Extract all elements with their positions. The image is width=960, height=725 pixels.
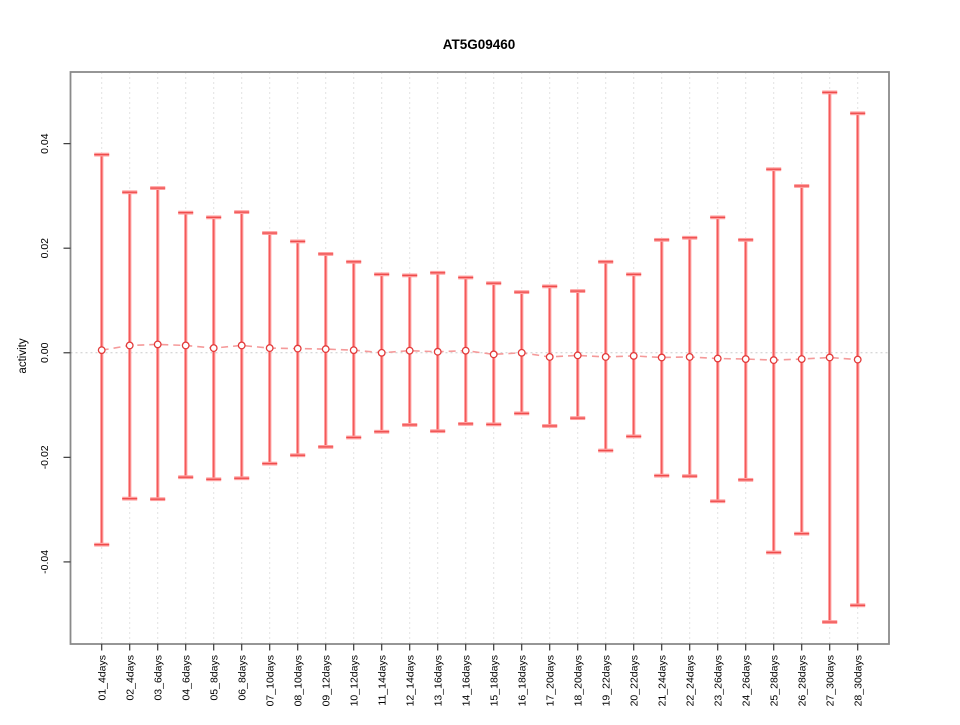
data-point [517,348,526,357]
x-tick-label: 01_4days [97,655,109,701]
x-tick-label: 26_28days [797,655,809,706]
x-tick-label: 18_20days [573,655,585,706]
x-tick-label: 19_22days [601,655,613,706]
y-tick-label: -0.02 [39,445,51,469]
x-tick-label: 16_18days [517,655,529,706]
connector-layer [101,343,858,361]
x-tick-label: 15_18days [489,655,501,706]
errorbar-layer [94,90,866,624]
data-point [461,346,470,355]
points-layer [97,340,862,365]
data-point [685,353,694,361]
x-tick-label: 06_8days [237,655,249,701]
data-point [433,347,442,356]
x-tick-label: 05_8days [209,655,221,701]
data-point [377,348,386,357]
x-tick-label: 28_30days [853,655,865,706]
chart-title: AT5G09460 [443,37,516,52]
x-tick-label: 09_12days [321,655,333,706]
y-tick-label: 0.00 [39,342,51,363]
y-tick-label: -0.04 [39,550,51,574]
axes-layer: -0.04 -0.02 0.00 0.02 0.04 01_4days 02_4days 03… [39,71,890,706]
x-tick-label: 25_28days [769,655,781,706]
y-tick-label: 0.02 [39,238,51,259]
data-point [797,355,806,363]
data-point [825,353,834,362]
x-tick-label: 20_22days [629,655,641,706]
x-tick-label: 23_26days [713,655,725,706]
x-tick-label: 27_30days [825,655,837,706]
x-tick-label: 04_6days [181,655,193,701]
data-point [853,355,862,364]
data-point [181,341,190,350]
x-tick-label: 08_10days [293,655,305,706]
data-point [293,344,302,353]
x-tick-label: 02_4days [125,655,137,701]
x-tick-label: 24_26days [741,655,753,706]
x-tick-label: 12_14days [405,655,417,706]
data-point [265,344,274,353]
x-tick-label: 07_10days [265,655,277,706]
x-tick-label: 14_16days [461,655,473,706]
mean-connector-line [101,343,858,361]
data-point [573,351,582,360]
data-point [125,341,134,350]
data-point [237,341,246,350]
data-point [405,346,414,355]
data-point [629,351,638,360]
y-axis-label: activity [17,338,29,373]
data-point [601,353,610,361]
data-point [153,340,162,349]
data-point [209,344,218,353]
data-point [657,353,666,362]
data-point [321,345,330,354]
data-point [545,353,554,361]
y-tick-label: 0.04 [39,133,51,154]
x-tick-label: 03_6days [153,655,165,701]
x-tick-label: 10_12days [349,655,361,706]
data-point [713,354,722,363]
x-tick-label: 13_16days [433,655,445,706]
data-point [349,346,358,355]
x-tick-label: 17_20days [545,655,557,706]
plot-border [69,71,890,645]
x-tick-label: 21_24days [657,655,669,706]
data-point [769,356,778,365]
data-point [97,346,106,355]
data-point [741,355,750,363]
x-tick-label: 22_24days [685,655,697,706]
data-point [489,350,498,359]
x-tick-label: 11_14days [377,655,389,706]
grid-layer [70,72,889,644]
